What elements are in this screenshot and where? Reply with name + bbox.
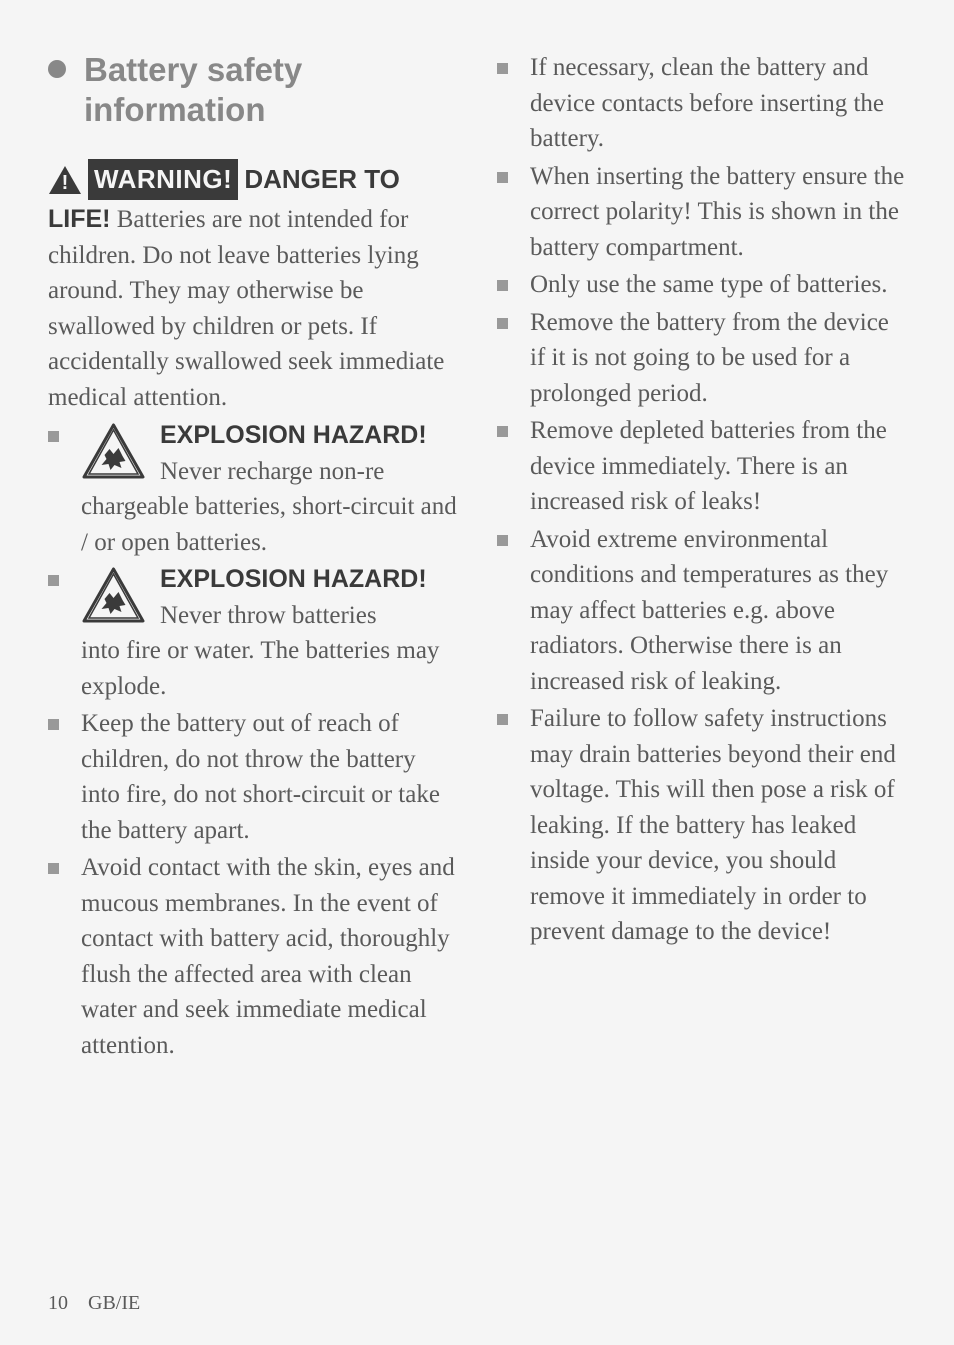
warning-header: ! WARNING! DANGER TO (48, 159, 457, 200)
bullet-icon (497, 714, 508, 725)
bullet-text: Avoid contact with the skin, eyes and mu… (81, 850, 457, 1063)
warning-intro-paragraph: LIFE! Batteries are not intended for chi… (48, 202, 457, 415)
right-column: If necessary, clean the battery and devi… (497, 50, 906, 1065)
explosion-triangle-icon (81, 423, 146, 480)
bullet-icon (497, 318, 508, 329)
bullet-icon (497, 280, 508, 291)
bullet-text: Only use the same type of batteries. (530, 267, 906, 303)
bullet-text: Remove the battery from the device if it… (530, 305, 906, 412)
list-item: Remove depleted batteries from the devic… (497, 413, 906, 520)
explosion-triangle-icon (81, 567, 146, 624)
warning-badge: WARNING! (88, 159, 238, 200)
list-item: When inserting the battery ensure the co… (497, 159, 906, 266)
content-columns: Battery safety information ! WARNING! DA… (48, 50, 906, 1065)
explosion-cont-1: chargeable batteries, short-circuit and … (81, 489, 457, 560)
section-header: Battery safety information (48, 50, 457, 129)
explosion-title-1: EXPLOSION HAZARD! (160, 421, 427, 449)
bullet-icon (48, 863, 59, 874)
page-footer: 10 GB/IE (48, 1289, 140, 1317)
bullet-text: When inserting the battery ensure the co… (530, 159, 906, 266)
bullet-icon (497, 63, 508, 74)
explosion-hazard-item-2: EXPLOSION HAZARD! Never throw batteries … (48, 562, 457, 704)
bullet-text: If necessary, clean the battery and devi… (530, 50, 906, 157)
bullet-text: Keep the battery out of reach of childre… (81, 706, 457, 848)
danger-to-text: DANGER TO (244, 161, 400, 198)
svg-text:!: ! (62, 172, 69, 194)
left-column: Battery safety information ! WARNING! DA… (48, 50, 457, 1065)
explosion-lead-1: Never recharge non-re (160, 458, 384, 485)
list-item: Failure to follow safety instructions ma… (497, 701, 906, 950)
list-item: Avoid contact with the skin, eyes and mu… (48, 850, 457, 1063)
list-item: Remove the battery from the device if it… (497, 305, 906, 412)
page-region: GB/IE (88, 1292, 140, 1314)
bullet-text: Avoid extreme environmental conditions a… (530, 522, 906, 700)
bullet-content: EXPLOSION HAZARD! Never throw batteries … (81, 562, 457, 704)
bullet-icon (48, 431, 59, 442)
explosion-lead-2: Never throw batteries (160, 602, 377, 629)
bullet-icon (497, 535, 508, 546)
section-bullet-icon (48, 60, 66, 78)
list-item: If necessary, clean the battery and devi… (497, 50, 906, 157)
list-item: Avoid extreme environmental conditions a… (497, 522, 906, 700)
bullet-icon (497, 172, 508, 183)
explosion-title-2: EXPLOSION HAZARD! (160, 565, 427, 593)
list-item: Only use the same type of batteries. (497, 267, 906, 303)
bullet-content: EXPLOSION HAZARD! Never recharge non-re … (81, 418, 457, 560)
explosion-cont-2: into fire or water. The batteries may ex… (81, 633, 457, 704)
life-intro-text: Batteries are not intended for children.… (48, 206, 444, 411)
warning-triangle-icon: ! (48, 165, 82, 195)
bullet-icon (48, 719, 59, 730)
bullet-text: Failure to follow safety instructions ma… (530, 701, 906, 950)
life-label: LIFE! (48, 205, 111, 233)
list-item: Keep the battery out of reach of childre… (48, 706, 457, 848)
bullet-icon (48, 575, 59, 586)
bullet-text: Remove depleted batteries from the devic… (530, 413, 906, 520)
explosion-hazard-item-1: EXPLOSION HAZARD! Never recharge non-re … (48, 418, 457, 560)
page-number: 10 (48, 1292, 68, 1314)
bullet-icon (497, 426, 508, 437)
section-title: Battery safety information (84, 50, 457, 129)
